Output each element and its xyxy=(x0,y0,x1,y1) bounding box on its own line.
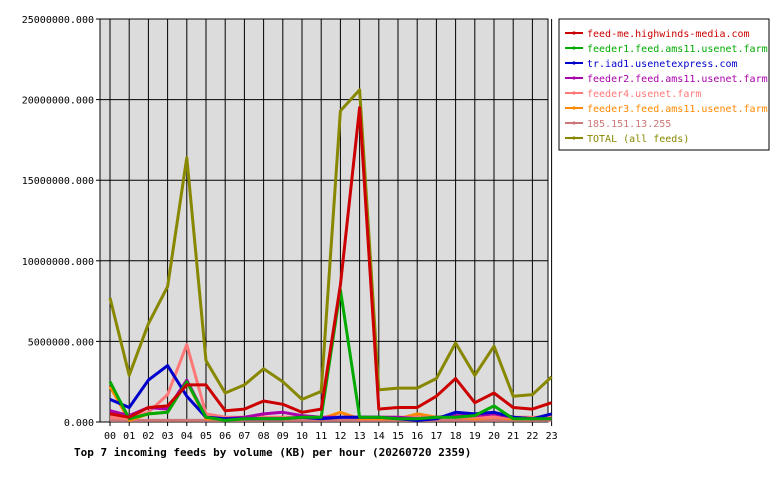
legend-marker xyxy=(572,76,576,80)
x-tick-label: 11 xyxy=(315,431,327,442)
x-tick-label: 01 xyxy=(123,431,135,442)
x-tick-label: 07 xyxy=(238,431,250,442)
y-tick-label: 20000000.000 xyxy=(22,96,94,107)
x-tick-label: 12 xyxy=(334,431,346,442)
x-tick-label: 22 xyxy=(526,431,538,442)
x-tick-label: 00 xyxy=(104,431,116,442)
y-tick-label: 10000000.000 xyxy=(22,257,94,268)
series-lines xyxy=(108,88,553,422)
legend-label: feeder2.feed.ams11.usenet.farm xyxy=(587,74,768,85)
y-tick-label: 0.000 xyxy=(64,418,94,429)
y-tick-label: 15000000.000 xyxy=(22,176,94,187)
y-tick-label: 5000000.000 xyxy=(28,337,94,348)
legend-label: 185.151.13.255 xyxy=(587,119,671,130)
x-tick-label: 06 xyxy=(219,431,231,442)
legend-label: TOTAL (all feeds) xyxy=(587,134,689,145)
x-axis-ticks: 00 01 02 03 04 05 06 07 08 09 10 11 12 13 14 15 16 17 18 19… xyxy=(104,422,558,442)
x-tick-label: 21 xyxy=(507,431,519,442)
legend-marker xyxy=(572,91,576,95)
legend-marker xyxy=(572,106,576,110)
y-axis-ticks: 0.000 5000000.000 10000000.000 15000000.000… xyxy=(22,15,100,429)
x-tick-label: 18 xyxy=(450,431,462,442)
x-tick-label: 20 xyxy=(488,431,500,442)
series-line xyxy=(108,88,553,401)
x-tick-label: 23 xyxy=(546,431,558,442)
x-tick-label: 08 xyxy=(258,431,270,442)
legend-box xyxy=(558,18,770,151)
legend-marker xyxy=(572,31,576,35)
x-tick-label: 04 xyxy=(181,431,193,442)
x-tick-label: 15 xyxy=(392,431,404,442)
x-tick-label: 17 xyxy=(430,431,442,442)
x-tick-label: 09 xyxy=(277,431,289,442)
legend: feed-me.highwinds-media.com feeder1.feed.… xyxy=(558,18,770,151)
x-tick-label: 14 xyxy=(373,431,385,442)
legend-marker xyxy=(572,136,576,140)
x-tick-label: 05 xyxy=(200,431,212,442)
y-tick-label: 25000000.000 xyxy=(22,15,94,26)
x-tick-label: 03 xyxy=(162,431,174,442)
legend-label: feeder3.feed.ams11.usenet.farm xyxy=(587,104,768,115)
chart-title: Top 7 incoming feeds by volume (KB) per … xyxy=(74,446,471,459)
legend-label: feeder4.usenet.farm xyxy=(587,89,701,100)
legend-label: feeder1.feed.ams11.usenet.farm xyxy=(587,44,768,55)
legend-label: feed-me.highwinds-media.com xyxy=(587,29,750,40)
legend-marker xyxy=(572,46,576,50)
series-line xyxy=(109,106,553,419)
legend-marker xyxy=(572,61,576,65)
x-tick-label: 16 xyxy=(411,431,423,442)
x-tick-label: 02 xyxy=(142,431,154,442)
x-tick-label: 19 xyxy=(469,431,481,442)
x-tick-label: 13 xyxy=(354,431,366,442)
legend-marker xyxy=(572,121,576,125)
x-tick-label: 10 xyxy=(296,431,308,442)
legend-label: tr.iad1.usenetexpress.com xyxy=(587,59,738,70)
